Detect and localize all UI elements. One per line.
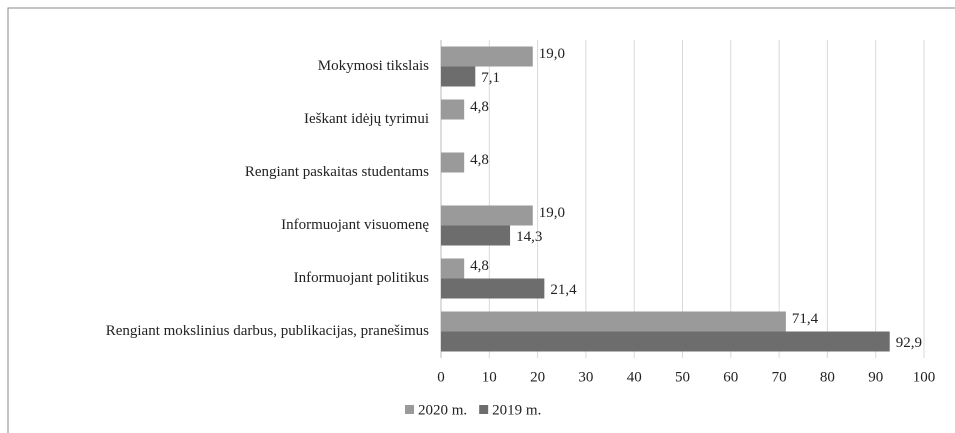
- value-label: 4,8: [470, 99, 489, 115]
- value-label: 92,9: [896, 335, 922, 351]
- value-label: 4,8: [470, 152, 489, 168]
- y-tick-label: Informuojant politikus: [294, 270, 430, 286]
- bar: [441, 99, 465, 120]
- bar: [441, 46, 533, 67]
- value-label: 19,0: [539, 205, 565, 221]
- value-label: 19,0: [539, 46, 565, 62]
- x-tick-label: 0: [437, 369, 445, 385]
- legend-swatch: [479, 405, 489, 414]
- bar: [441, 331, 890, 352]
- legend-label: 2019 m.: [492, 402, 541, 418]
- y-tick-label: Rengiant paskaitas studentams: [245, 164, 429, 180]
- x-tick-label: 40: [627, 369, 642, 385]
- x-tick-label: 100: [913, 369, 936, 385]
- y-tick-label: Ieškant idėjų tyrimui: [304, 111, 429, 127]
- value-label: 7,1: [481, 70, 500, 86]
- x-tick-label: 60: [723, 369, 738, 385]
- legend-swatch: [405, 405, 414, 414]
- x-tick-label: 90: [868, 369, 883, 385]
- bar: [441, 66, 476, 87]
- y-tick-label: Mokymosi tikslais: [318, 58, 429, 74]
- bar: [441, 152, 465, 173]
- bar: [441, 311, 786, 332]
- legend-label: 2020 m.: [418, 402, 467, 418]
- value-label: 21,4: [550, 282, 577, 298]
- y-tick-label: Rengiant mokslinius darbus, publikacijas…: [106, 323, 429, 339]
- bar: [441, 205, 533, 226]
- x-tick-label: 30: [578, 369, 593, 385]
- value-label: 71,4: [792, 311, 819, 327]
- x-tick-label: 80: [820, 369, 835, 385]
- x-tick-label: 50: [675, 369, 690, 385]
- x-tick-label: 70: [772, 369, 787, 385]
- value-label: 4,8: [470, 258, 489, 274]
- y-tick-label: Informuojant visuomenę: [281, 217, 429, 233]
- x-tick-label: 20: [530, 369, 545, 385]
- bar: [441, 225, 511, 246]
- value-label: 14,3: [516, 229, 542, 245]
- bar: [441, 278, 545, 299]
- bar: [441, 258, 465, 279]
- frame: [7, 7, 955, 433]
- x-tick-label: 10: [482, 369, 497, 385]
